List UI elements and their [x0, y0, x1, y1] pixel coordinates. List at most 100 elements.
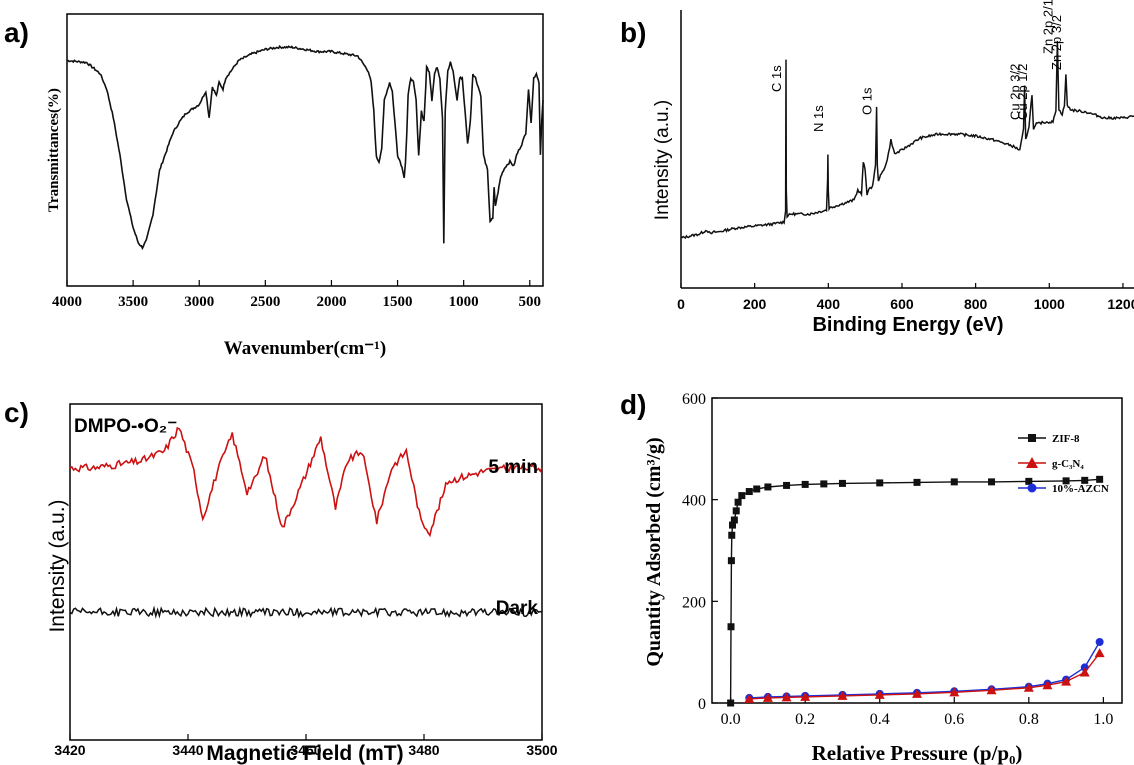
panel-c-5min-label: 5 min [488, 457, 538, 478]
panel-b-xtick-label: 1200 [1107, 296, 1134, 312]
panel-d-ylabel: Quantity Adsorbed (cm³/g) [643, 437, 665, 666]
panel-b-letter: b) [620, 17, 646, 48]
panel-d-point [727, 699, 735, 707]
panel-b-xtick-label: 1000 [1034, 296, 1065, 312]
panel-d-letter: d) [620, 389, 646, 420]
legend-zif8-label: ZIF-8 [1052, 433, 1080, 445]
panel-a-xtick-label: 2500 [250, 294, 280, 310]
panel-d-xtick-label: 0.2 [795, 711, 815, 728]
panel-d-point [950, 478, 958, 486]
panel-d-ytick-label: 600 [682, 391, 706, 408]
panel-c-title: DMPO-•O₂⁻ [74, 416, 177, 437]
panel-d-ticks: 0.0 0.2 0.4 0.6 0.8 1.0 0 200 400 600 [682, 391, 1113, 728]
panel-c-xtick-label: 3460 [290, 742, 321, 758]
panel-d-series-line [729, 478, 1100, 704]
panel-b-peak-label: N 1s [811, 105, 826, 132]
panel-d-point [729, 521, 736, 529]
panel-a-xtick-label: 3000 [184, 294, 214, 310]
panel-b-xtick-label: 0 [677, 296, 685, 312]
panel-a-xtick-label: 1000 [449, 294, 479, 310]
panel-c-ylabel: Intensity (a.u.) [46, 499, 69, 632]
panel-d-point [734, 498, 742, 506]
panel-d-point [727, 557, 735, 565]
panel-b-peak-label: Cu 2p 1/2 [1015, 64, 1030, 120]
panel-b-peak-label: Zn 2p 3/2 [1049, 15, 1064, 70]
panel-d-point [1081, 476, 1089, 484]
panel-b-peak-label: Zn 2p 2/1 [1040, 0, 1055, 54]
panel-a-xtick-label: 500 [519, 294, 542, 310]
panel-c-dark-line [69, 605, 543, 619]
panel-d-point [762, 692, 773, 702]
panel-d-point [913, 478, 921, 486]
panel-c-frame [69, 403, 543, 741]
panel-d-xtick-label: 0.8 [1019, 711, 1039, 728]
panel-c: 3420 3440 3460 3480 3500 DMPO-•O₂⁻ 5 min Dar… [46, 403, 558, 765]
panel-d-point [1042, 680, 1053, 690]
panel-c-xtick-label: 3480 [408, 742, 439, 758]
panel-b-xtick-label: 800 [964, 296, 988, 312]
legend-azcn-label: 10%-AZCN [1052, 483, 1109, 495]
panel-a: 4000 3500 3000 2500 2000 1500 1000 500 Wavenumb… [46, 13, 544, 359]
panel-d-legend: ZIF-8 g-C₃N₄ 10%-AZCN [1018, 433, 1109, 495]
panel-c-xtick-label: 3500 [526, 742, 557, 758]
panel-b-peak-label: C 1s [769, 65, 784, 92]
panel-a-frame [66, 13, 544, 287]
panel-c-xtick-label: 3440 [172, 742, 203, 758]
panel-a-xticks: 4000 3500 3000 2500 2000 1500 1000 500 [52, 280, 541, 310]
panel-d-point [838, 479, 846, 487]
panel-a-ylabel: Transmittances(%) [46, 88, 62, 212]
panel-c-5min-line [69, 426, 543, 538]
panel-b-peak-labels: C 1s N 1s O 1s Cu 2p 3/2Cu 2p 1/2 Zn 2p 2/1Z… [769, 0, 1064, 132]
panel-d-series-line [749, 652, 1101, 700]
panel-b-xlabel: Binding Energy (eV) [812, 314, 1003, 336]
panel-d-point [876, 479, 884, 487]
panel-c-dark-label: Dark [496, 598, 539, 619]
panel-d-point [730, 516, 738, 524]
panel-d: 0.0 0.2 0.4 0.6 0.8 1.0 0 200 400 600 ZIF-8 g-C₃N… [643, 391, 1123, 765]
legend-gc3n4-marker [1026, 457, 1038, 468]
panel-d-point [727, 623, 735, 631]
panel-d-point [728, 531, 736, 539]
panel-d-xlabel: Relative Pressure (p/p₀) [812, 741, 1023, 765]
panel-d-point [764, 483, 772, 491]
panel-d-point [783, 481, 791, 489]
panel-d-point [874, 689, 885, 699]
panel-d-point [1095, 638, 1104, 646]
panel-b-xtick-label: 200 [743, 296, 767, 312]
panel-c-xlabel: Magnetic Field (mT) [206, 742, 403, 765]
legend-azcn-marker [1027, 483, 1037, 493]
panel-d-xtick-label: 1.0 [1093, 711, 1113, 728]
panel-a-xtick-label: 1500 [383, 294, 413, 310]
panel-d-point [781, 692, 792, 702]
panel-d-point [1061, 676, 1072, 686]
panel-d-point [744, 693, 755, 703]
panel-d-point [745, 488, 753, 496]
panel-d-series [727, 475, 1105, 707]
panel-c-letter: c) [4, 397, 29, 428]
panel-d-point [986, 685, 997, 695]
panel-d-point [738, 492, 746, 500]
panel-d-xtick-label: 0.4 [870, 711, 890, 728]
panel-d-frame [711, 397, 1123, 704]
panel-a-xtick-label: 4000 [52, 294, 82, 310]
panel-d-ytick-label: 400 [682, 493, 706, 510]
panel-b-peak-label: Cu 2p 3/2 [1008, 64, 1023, 120]
panel-a-letter: a) [4, 17, 29, 48]
panel-d-point [988, 478, 996, 486]
panel-d-xtick-label: 0.6 [944, 711, 964, 728]
panel-d-point [801, 480, 809, 488]
panel-b-ylabel: Intensity (a.u.) [652, 100, 673, 220]
panel-a-spectrum-line [67, 44, 544, 251]
legend-gc3n4-label: g-C₃N₄ [1052, 458, 1084, 470]
panel-d-xtick-label: 0.0 [721, 711, 741, 728]
panel-d-point [1023, 682, 1034, 692]
panel-d-point [1096, 475, 1104, 483]
panel-d-series-line [749, 641, 1101, 699]
panel-d-point [820, 480, 828, 488]
panel-c-xticks: 3420 3440 3460 3480 3500 [54, 734, 558, 758]
panel-b-peak-label: O 1s [860, 87, 875, 115]
panel-d-ytick-label: 200 [682, 594, 706, 611]
panel-d-point [1094, 648, 1105, 658]
legend-zif8-marker [1028, 434, 1036, 442]
panel-a-xlabel: Wavenumber(cm⁻¹) [224, 338, 386, 359]
